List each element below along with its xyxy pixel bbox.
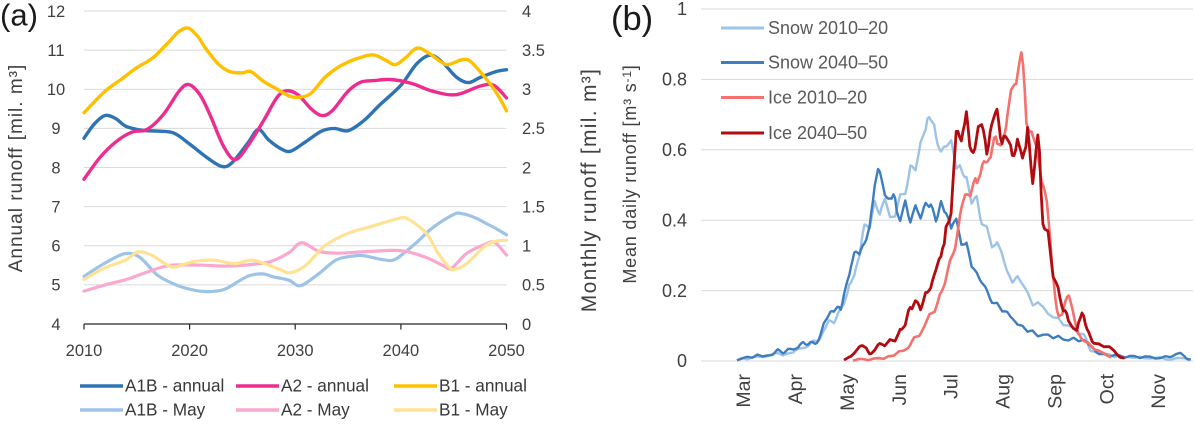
svg-text:8: 8 — [51, 159, 60, 177]
svg-text:(b): (b) — [611, 0, 653, 38]
svg-text:Snow 2040–50: Snow 2040–50 — [768, 53, 888, 73]
svg-text:0.2: 0.2 — [662, 281, 687, 301]
svg-text:2: 2 — [522, 159, 531, 177]
svg-text:A2 - May: A2 - May — [281, 400, 350, 420]
svg-text:2050: 2050 — [488, 342, 525, 360]
svg-text:Mean daily runoff [m³ s-1]: Mean daily runoff [m³ s-1] — [620, 64, 640, 283]
svg-text:Jul: Jul — [941, 374, 963, 399]
svg-text:May: May — [837, 374, 859, 411]
svg-text:9: 9 — [51, 120, 60, 138]
svg-text:Jun: Jun — [889, 374, 911, 405]
svg-text:A2 - annual: A2 - annual — [281, 376, 369, 396]
svg-text:0.4: 0.4 — [662, 210, 687, 230]
svg-text:(a): (a) — [0, 0, 38, 33]
svg-text:B1 - annual: B1 - annual — [439, 376, 527, 396]
svg-text:1: 1 — [677, 0, 687, 19]
svg-text:0: 0 — [677, 351, 687, 371]
svg-text:2040: 2040 — [383, 342, 420, 360]
svg-text:Apr: Apr — [785, 374, 807, 405]
svg-text:A1B - annual: A1B - annual — [125, 376, 224, 396]
svg-text:11: 11 — [47, 42, 64, 60]
svg-text:6: 6 — [51, 238, 60, 256]
svg-text:1.5: 1.5 — [522, 198, 545, 216]
svg-text:0: 0 — [522, 316, 531, 334]
svg-text:Aug: Aug — [993, 374, 1015, 409]
svg-text:4: 4 — [51, 316, 60, 334]
svg-text:2030: 2030 — [277, 342, 314, 360]
svg-text:A1B - May: A1B - May — [125, 400, 206, 420]
svg-text:Nov: Nov — [1148, 374, 1170, 409]
svg-text:0.6: 0.6 — [662, 140, 687, 160]
svg-text:0.8: 0.8 — [662, 70, 687, 90]
svg-text:2.5: 2.5 — [522, 120, 545, 138]
svg-text:2020: 2020 — [171, 342, 208, 360]
svg-text:Annual runoff [mil. m³]: Annual runoff [mil. m³] — [6, 64, 27, 273]
svg-text:4: 4 — [522, 3, 531, 21]
svg-text:0.5: 0.5 — [522, 277, 545, 295]
svg-text:10: 10 — [47, 81, 65, 99]
svg-text:2010: 2010 — [66, 342, 103, 360]
svg-text:5: 5 — [51, 277, 60, 295]
svg-text:Sep: Sep — [1044, 374, 1066, 409]
svg-text:3: 3 — [522, 81, 531, 99]
svg-text:3.5: 3.5 — [522, 42, 545, 60]
svg-text:Mar: Mar — [733, 374, 755, 408]
svg-text:Snow 2010–20: Snow 2010–20 — [768, 18, 888, 38]
svg-text:Oct: Oct — [1096, 373, 1118, 404]
svg-text:Monthly runoff [mil. m³]: Monthly runoff [mil. m³] — [578, 68, 601, 312]
svg-text:7: 7 — [51, 198, 60, 216]
svg-text:Ice 2010–20: Ice 2010–20 — [768, 88, 867, 108]
svg-text:1: 1 — [522, 238, 531, 256]
svg-text:12: 12 — [47, 3, 65, 21]
svg-text:B1 - May: B1 - May — [439, 400, 508, 420]
svg-text:Ice 2040–50: Ice 2040–50 — [768, 123, 867, 143]
